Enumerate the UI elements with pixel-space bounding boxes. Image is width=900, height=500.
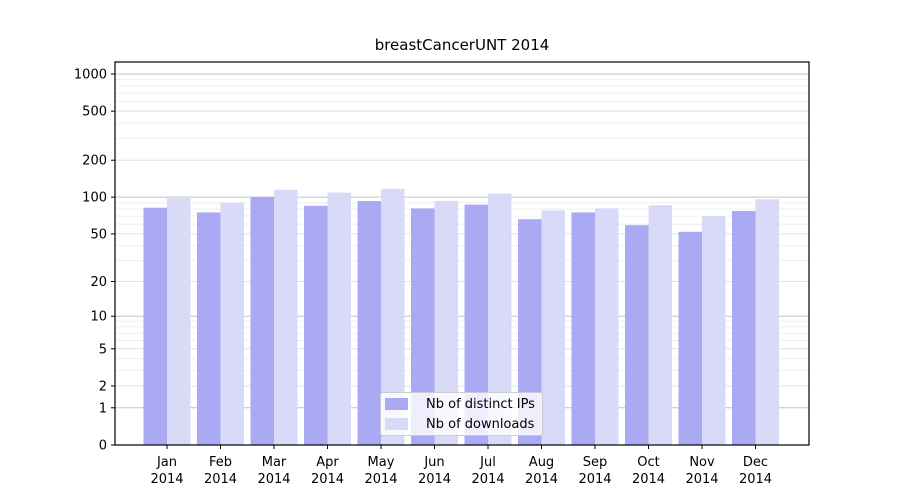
x-tick-label-year: 2014 — [578, 472, 611, 487]
bar-distinct-ips-sep — [571, 212, 595, 445]
y-tick-label: 5 — [99, 342, 107, 357]
x-tick-label-year: 2014 — [257, 472, 290, 487]
x-tick-label-month: Dec — [743, 455, 768, 470]
x-tick-label-year: 2014 — [739, 472, 772, 487]
y-tick-label: 50 — [90, 227, 107, 242]
y-tick-label: 100 — [82, 191, 107, 206]
x-tick-label-month: Jun — [423, 455, 444, 470]
legend-item-downloads: Nb of downloads — [385, 416, 536, 432]
y-tick-label: 500 — [82, 105, 107, 120]
y-tick-label: 1 — [99, 401, 107, 416]
bar-downloads-nov — [702, 216, 726, 445]
bar-distinct-ips-dec — [732, 211, 756, 445]
y-tick-label: 1000 — [74, 68, 107, 83]
bar-distinct-ips-apr — [304, 205, 328, 445]
x-tick-label-month: Nov — [689, 455, 715, 470]
bar-distinct-ips-feb — [197, 212, 221, 445]
y-tick-label: 0 — [99, 439, 107, 454]
x-tick-label-year: 2014 — [471, 472, 504, 487]
bar-downloads-feb — [220, 202, 244, 445]
x-tick-label-month: Mar — [262, 455, 287, 470]
x-tick-label-year: 2014 — [311, 472, 344, 487]
bar-downloads-oct — [648, 205, 672, 445]
x-tick-label-year: 2014 — [525, 472, 558, 487]
x-tick-label-month: Jul — [479, 455, 496, 470]
bar-downloads-sep — [595, 208, 619, 445]
x-tick-label-month: Sep — [583, 455, 608, 470]
bar-downloads-apr — [327, 192, 351, 445]
x-tick-label-month: Jan — [156, 455, 177, 470]
bar-downloads-dec — [755, 199, 779, 445]
y-tick-label: 20 — [90, 275, 107, 290]
plot-border — [114, 61, 810, 446]
x-tick-label-year: 2014 — [150, 472, 183, 487]
bar-distinct-ips-mar — [250, 197, 274, 445]
bar-downloads-mar — [274, 189, 298, 445]
x-tick-label-month: Aug — [529, 455, 554, 470]
legend-swatch-downloads — [385, 418, 408, 430]
legend-label-downloads: Nb of downloads — [426, 416, 535, 432]
y-tick-label: 2 — [99, 380, 107, 395]
bar-downloads-jun — [434, 201, 458, 445]
x-tick-label-month: Feb — [209, 455, 232, 470]
x-tick-label-year: 2014 — [418, 472, 451, 487]
bar-distinct-ips-oct — [625, 225, 649, 445]
legend: Nb of distinct IPs Nb of downloads — [380, 392, 543, 436]
bar-distinct-ips-nov — [678, 231, 702, 445]
bar-distinct-ips-may — [357, 201, 381, 445]
bar-downloads-aug — [541, 210, 565, 445]
bar-distinct-ips-jan — [143, 207, 167, 445]
bar-distinct-ips-aug — [518, 219, 542, 445]
legend-item-distinct-ips: Nb of distinct IPs — [385, 396, 536, 412]
legend-swatch-distinct-ips — [385, 398, 408, 410]
x-tick-label-year: 2014 — [632, 472, 665, 487]
x-tick-label-year: 2014 — [204, 472, 237, 487]
bar-downloads-may — [381, 188, 405, 445]
bar-distinct-ips-jul — [464, 204, 488, 445]
legend-label-distinct-ips: Nb of distinct IPs — [426, 396, 535, 412]
x-tick-label-month: May — [368, 455, 395, 470]
bar-distinct-ips-jun — [411, 208, 435, 445]
x-tick-label-month: Apr — [316, 455, 339, 470]
x-tick-label-year: 2014 — [364, 472, 397, 487]
bar-downloads-jan — [167, 198, 191, 445]
y-tick-label: 10 — [90, 310, 107, 325]
x-tick-label-year: 2014 — [685, 472, 718, 487]
bar-downloads-jul — [488, 193, 512, 445]
y-tick-label: 200 — [82, 154, 107, 169]
chart-title: breastCancerUNT 2014 — [374, 36, 550, 54]
x-tick-label-month: Oct — [637, 455, 659, 470]
